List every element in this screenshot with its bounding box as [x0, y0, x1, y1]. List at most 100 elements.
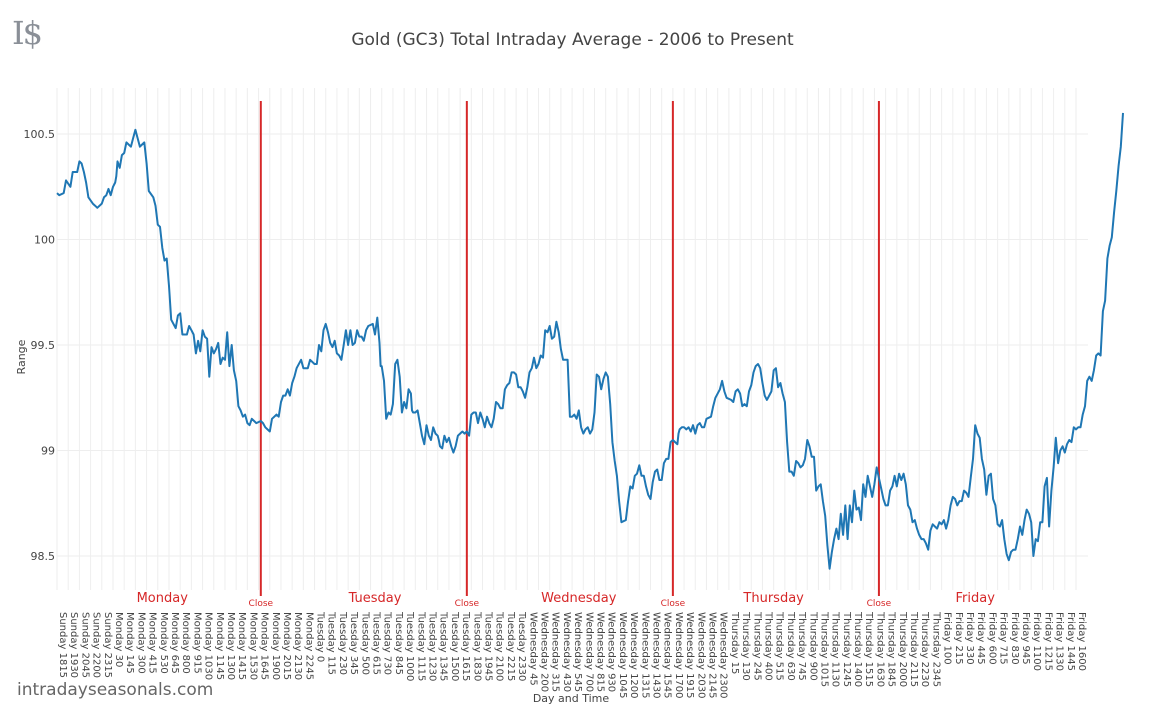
- x-tick-label: Wednesday 1045: [617, 612, 628, 699]
- x-tick-label: Tuesday 2215: [505, 611, 516, 681]
- x-tick-label: Friday 715: [998, 612, 1009, 665]
- x-tick-label: Thursday 2115: [908, 611, 919, 687]
- x-tick-label: Wednesday 930: [606, 612, 617, 692]
- day-label: Friday: [956, 591, 996, 606]
- x-tick-label: Thursday 630: [785, 611, 796, 681]
- x-axis-ticks: Sunday 1815 Sunday 1930 Sunday 2045 Sunday …: [57, 611, 1087, 699]
- x-tick-label: Wednesday 1545: [662, 612, 673, 699]
- chart-title: Gold (GC3) Total Intraday Average - 2006…: [351, 30, 794, 50]
- x-tick-label: Thursday 245: [751, 611, 762, 681]
- close-marker-label: Close: [661, 599, 686, 609]
- x-tick-label: Friday 1600: [1076, 612, 1087, 671]
- x-tick-label: Friday 1100: [1031, 612, 1042, 671]
- x-tick-label: Tuesday 1000: [404, 611, 415, 681]
- x-tick-label: Tuesday 1500: [449, 611, 460, 681]
- x-tick-label: Wednesday 2300: [718, 612, 729, 699]
- x-tick-label: Monday 915: [191, 612, 202, 674]
- x-tick-label: Friday 445: [975, 612, 986, 665]
- x-tick-label: Tuesday 500: [359, 611, 370, 675]
- x-tick-label: Sunday 2315: [102, 612, 113, 678]
- x-tick-label: Tuesday 345: [348, 611, 359, 675]
- x-tick-label: Monday 145: [124, 612, 135, 674]
- x-tick-label: Monday 645: [169, 612, 180, 674]
- close-marker-label: Close: [249, 599, 274, 609]
- x-tick-label: Tuesday 1830: [471, 611, 482, 681]
- x-axis-title: Day and Time: [533, 692, 610, 705]
- x-tick-label: Thursday 2000: [897, 611, 908, 687]
- x-tick-label: Wednesday 45: [527, 612, 538, 686]
- x-tick-label: Wednesday 315: [550, 612, 561, 692]
- x-tick-label: Thursday 1400: [852, 611, 863, 687]
- x-tick-label: Thursday 1015: [818, 611, 829, 687]
- x-tick-label: Sunday 2200: [91, 612, 102, 678]
- x-tick-label: Wednesday 2030: [695, 612, 706, 699]
- x-tick-label: Thursday 15: [729, 611, 740, 674]
- x-tick-label: Monday 1900: [270, 612, 281, 680]
- x-tick-label: Monday 1030: [203, 612, 214, 680]
- x-tick-label: Monday 1645: [259, 612, 270, 680]
- x-tick-label: Monday 2015: [281, 612, 292, 680]
- day-label: Thursday: [742, 591, 804, 606]
- x-tick-label: Thursday 1130: [830, 611, 841, 687]
- watermark: intradayseasonals.com: [17, 680, 214, 700]
- x-tick-label: Monday 530: [158, 612, 169, 674]
- x-tick-label: Wednesday 1915: [684, 612, 695, 699]
- x-tick-label: Thursday 1630: [874, 611, 885, 687]
- x-tick-label: Tuesday 1115: [415, 611, 426, 681]
- x-tick-label: Tuesday 0: [315, 611, 326, 662]
- close-marker-label: Close: [455, 599, 480, 609]
- x-tick-label: Wednesday 1700: [673, 612, 684, 699]
- x-tick-label: Friday 945: [1020, 612, 1031, 665]
- close-marker-label: Close: [867, 599, 892, 609]
- x-tick-label: Monday 30: [113, 612, 124, 667]
- x-tick-label: Monday 415: [147, 612, 158, 674]
- x-tick-label: Friday 330: [964, 612, 975, 665]
- x-tick-label: Wednesday 815: [594, 612, 605, 692]
- x-tick-label: Monday 2245: [303, 612, 314, 680]
- y-tick-label: 98.5: [31, 550, 56, 563]
- x-tick-label: Wednesday 430: [561, 612, 572, 692]
- y-tick-label: 100: [34, 234, 55, 247]
- y-tick-label: 99.5: [31, 339, 56, 352]
- day-label: Monday: [137, 591, 189, 606]
- x-tick-label: Friday 215: [953, 612, 964, 665]
- x-tick-label: Monday 300: [135, 612, 146, 674]
- x-tick-label: Monday 2130: [292, 612, 303, 680]
- x-tick-label: Thursday 1245: [841, 611, 852, 687]
- x-tick-label: Wednesday 1315: [639, 612, 650, 699]
- y-axis-title: Range: [15, 339, 28, 374]
- x-tick-label: Thursday 130: [740, 611, 751, 681]
- site-logo: I$: [12, 14, 43, 52]
- close-markers: Close Close Close Close: [249, 101, 892, 609]
- x-tick-label: Thursday 515: [774, 611, 785, 681]
- x-tick-label: Wednesday 1430: [650, 612, 661, 699]
- x-tick-label: Thursday 1845: [886, 611, 897, 687]
- x-tick-label: Tuesday 1345: [438, 611, 449, 681]
- x-tick-label: Monday 1300: [225, 612, 236, 680]
- x-tick-label: Thursday 2230: [919, 611, 930, 687]
- x-tick-label: Sunday 2045: [79, 612, 90, 678]
- x-tick-label: Wednesday 700: [583, 612, 594, 692]
- x-tick-label: Friday 1215: [1042, 612, 1053, 671]
- y-axis-ticks: 98.5 99 99.5 100 100.5: [24, 128, 56, 563]
- x-tick-label: Wednesday 545: [572, 612, 583, 692]
- x-tick-label: Tuesday 1615: [460, 611, 471, 681]
- x-tick-label: Wednesday 1200: [628, 612, 639, 699]
- x-tick-label: Tuesday 115: [326, 611, 337, 675]
- x-tick-label: Tuesday 1945: [483, 611, 494, 681]
- day-label: Wednesday: [541, 591, 617, 606]
- x-tick-label: Wednesday 200: [539, 612, 550, 692]
- x-tick-label: Tuesday 1230: [427, 611, 438, 681]
- x-tick-label: Thursday 745: [796, 611, 807, 681]
- x-tick-label: Thursday 2345: [930, 611, 941, 687]
- y-tick-label: 100.5: [24, 128, 56, 141]
- x-tick-label: Tuesday 845: [393, 611, 404, 675]
- x-tick-label: Tuesday 615: [371, 611, 382, 675]
- x-tick-label: Sunday 1815: [57, 612, 68, 678]
- x-tick-label: Tuesday 230: [337, 611, 348, 675]
- x-tick-label: Monday 800: [180, 612, 191, 674]
- x-tick-label: Monday 1415: [236, 612, 247, 680]
- x-tick-label: Tuesday 2100: [494, 611, 505, 681]
- x-tick-label: Friday 830: [1009, 612, 1020, 665]
